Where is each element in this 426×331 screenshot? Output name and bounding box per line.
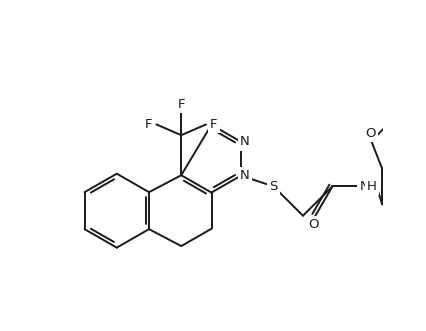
Text: H: H — [367, 180, 377, 193]
Text: N: N — [359, 180, 369, 193]
Text: F: F — [178, 98, 185, 111]
Text: N: N — [240, 169, 250, 182]
Text: N: N — [240, 135, 250, 148]
Text: O: O — [308, 218, 318, 231]
Text: S: S — [269, 180, 278, 193]
Text: H: H — [363, 180, 373, 193]
Text: F: F — [210, 118, 218, 131]
Text: O: O — [365, 127, 376, 140]
Text: F: F — [145, 118, 153, 131]
